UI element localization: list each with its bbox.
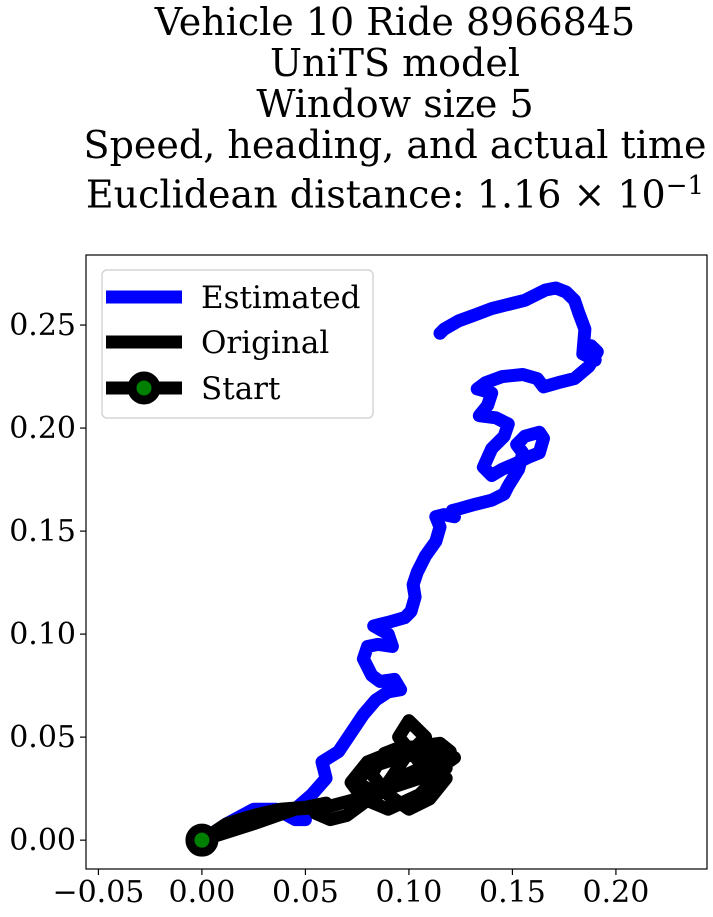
- legend-label: Start: [201, 371, 281, 407]
- y-tick-label: 0.20: [9, 411, 76, 446]
- y-tick-label: 0.10: [9, 617, 76, 652]
- axis-ticks: −0.05 0.00 0.05 0.10 0.15 0.20 0.00 0.05 0.10 0.1…: [9, 308, 649, 910]
- legend-box: [101, 269, 374, 419]
- title-line-model: UniTS model: [270, 41, 520, 85]
- plot-area: [85, 254, 708, 870]
- chart-title: Vehicle 10 Ride 8966845 UniTS model Wind…: [0, 2, 713, 216]
- x-tick-label: 0.15: [479, 875, 546, 910]
- title-line-window: Window size 5: [256, 82, 534, 126]
- legend-label: Estimated: [201, 280, 360, 316]
- x-tick-label: 0.10: [376, 875, 443, 910]
- x-tick-label: 0.05: [272, 875, 339, 910]
- x-tick-label: 0.20: [583, 875, 650, 910]
- title-line-ride: Vehicle 10 Ride 8966845: [154, 0, 636, 44]
- x-tick-label: −0.05: [52, 875, 144, 910]
- legend-start-marker: [127, 371, 161, 405]
- title-distance-text: Euclidean distance: 1.16 × 10: [85, 172, 666, 217]
- title-line-features: Speed, heading, and actual time: [83, 123, 707, 167]
- start-marker: [185, 823, 219, 857]
- series-line-original: [195, 714, 461, 847]
- title-line-distance: Euclidean distance: 1.16 × 10−1: [0, 166, 713, 216]
- series-line-estimated: [195, 281, 604, 847]
- y-tick-label: 0.15: [9, 514, 76, 549]
- title-distance-exponent: −1: [665, 171, 705, 201]
- legend-label: Original: [201, 325, 329, 361]
- y-tick-label: 0.00: [9, 823, 76, 858]
- legend: Estimated Original Start: [101, 269, 374, 419]
- y-tick-label: 0.05: [9, 720, 76, 755]
- series-layer: [185, 281, 604, 857]
- y-tick-label: 0.25: [9, 308, 76, 343]
- x-tick-label: 0.00: [169, 875, 236, 910]
